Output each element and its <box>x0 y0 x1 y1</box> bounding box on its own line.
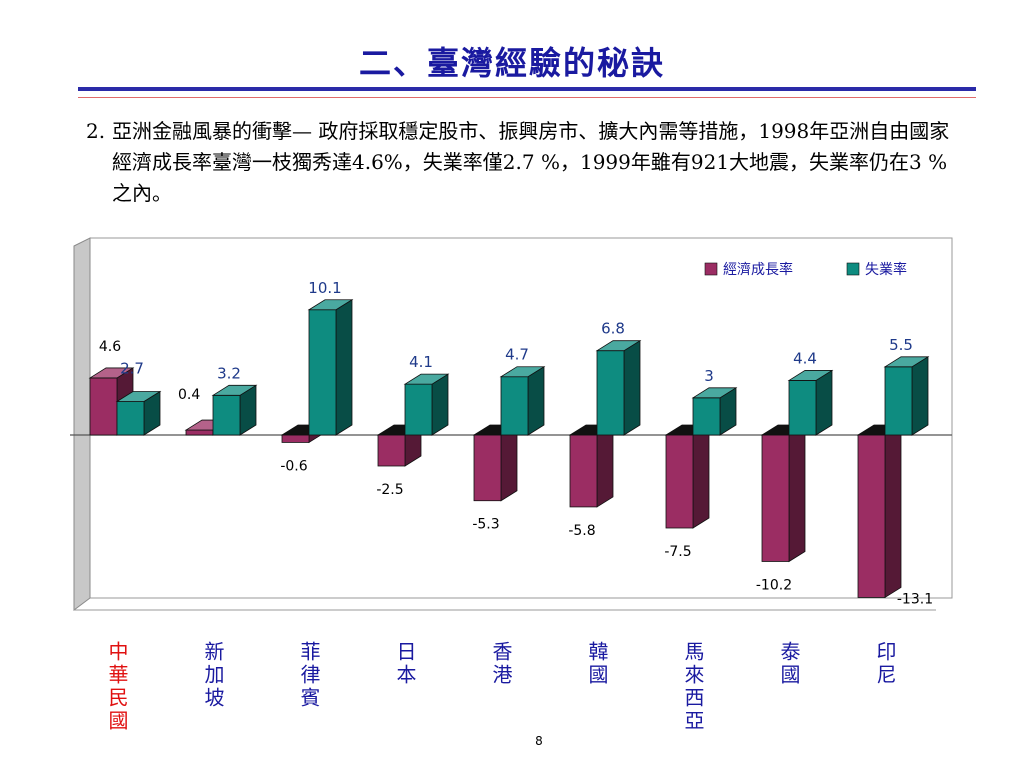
bar-unemployment-4 <box>499 365 546 436</box>
data-label-unemployment-6: 3 <box>704 367 714 385</box>
bar-growth-3-front <box>377 434 406 467</box>
title-rule-thick <box>78 87 976 91</box>
category-label-7: 泰國 <box>777 641 801 687</box>
data-label-unemployment-2: 10.1 <box>308 279 341 297</box>
bar-unemployment-6-front <box>692 397 721 436</box>
bar-unemployment-7-top <box>787 370 834 381</box>
bar-unemployment-3-side <box>431 373 449 436</box>
bar-unemployment-8-side <box>911 356 929 436</box>
bar-unemployment-7-front <box>788 380 817 436</box>
category-label-5: 韓國 <box>585 641 609 687</box>
bar-unemployment-8-front <box>884 366 913 436</box>
bar-growth-7-front <box>761 434 790 562</box>
data-label-unemployment-8: 5.5 <box>889 336 913 354</box>
bar-unemployment-8 <box>883 356 930 436</box>
category-label-0: 中華民國 <box>105 641 129 733</box>
bar-unemployment-2 <box>307 299 354 436</box>
category-label-6: 馬來西亞 <box>681 641 705 733</box>
bar-unemployment-1 <box>211 384 258 436</box>
data-label-unemployment-0: 2.7 <box>120 360 144 378</box>
bar-growth-1-front <box>185 429 214 436</box>
bar-unemployment-8-top <box>883 356 930 368</box>
category-label-3: 日本 <box>393 641 417 687</box>
data-label-growth-2: -0.6 <box>280 458 307 474</box>
bar-unemployment-6 <box>691 387 738 436</box>
legend-label-growth: 經濟成長率 <box>723 261 793 278</box>
bullet-block: 2. 亞洲金融風暴的衝擊— 政府採取穩定股市、振興房市、擴大內需等措施，1998… <box>86 116 966 209</box>
bar-unemployment-2-front <box>308 309 337 436</box>
data-label-growth-3: -2.5 <box>376 482 403 498</box>
bar-unemployment-5 <box>595 339 642 436</box>
bar-growth-6-front <box>665 434 694 529</box>
bar-growth-7 <box>760 424 807 563</box>
bar-growth-8-side <box>884 424 902 599</box>
bar-growth-6-side <box>692 424 710 529</box>
bar-unemployment-5-side <box>623 339 641 436</box>
legend-swatch-growth <box>704 262 718 276</box>
bar-unemployment-5-front <box>596 350 625 436</box>
bar-unemployment-2-top <box>307 299 354 311</box>
category-label-4: 香港 <box>489 641 513 687</box>
bar-unemployment-7 <box>787 369 834 436</box>
bar-growth-7-side <box>788 424 806 563</box>
category-label-2: 菲律賓 <box>297 641 321 710</box>
bar-unemployment-3 <box>403 373 450 436</box>
data-label-unemployment-1: 3.2 <box>217 364 241 382</box>
category-label-8: 印尼 <box>873 641 897 687</box>
bullet-text: 亞洲金融風暴的衝擊— 政府採取穩定股市、振興房市、擴大內需等措施，1998年亞洲… <box>112 119 950 205</box>
data-label-growth-5: -5.8 <box>568 523 595 539</box>
bar-growth-4 <box>472 424 519 502</box>
bar-unemployment-0-top <box>115 391 162 402</box>
data-label-unemployment-7: 4.4 <box>793 349 817 367</box>
bar-unemployment-5-top <box>595 340 642 352</box>
bar-unemployment-2-side <box>335 299 353 436</box>
plot-side-wall <box>73 237 91 611</box>
legend-label-unemployment: 失業率 <box>865 261 907 278</box>
bar-growth-4-front <box>473 434 502 502</box>
bar-growth-5-front <box>569 434 598 508</box>
title-rule-thin <box>78 97 976 98</box>
legend-swatch-unemployment <box>846 262 860 276</box>
bar-unemployment-4-side <box>527 365 545 436</box>
bar-growth-0-top <box>88 367 135 379</box>
bar-unemployment-4-front <box>500 376 529 436</box>
bar-unemployment-0-front <box>116 401 145 436</box>
data-label-growth-6: -7.5 <box>664 544 691 560</box>
slide-title: 二、臺灣經驗的秘訣 <box>358 44 665 82</box>
bar-growth-8-front <box>857 434 886 598</box>
bar-growth-2-front <box>281 434 310 443</box>
bar-growth-5-side <box>596 424 614 508</box>
bar-unemployment-1-front <box>212 394 241 436</box>
data-label-unemployment-3: 4.1 <box>409 353 433 371</box>
data-label-growth-4: -5.3 <box>472 517 499 533</box>
data-label-growth-8: -13.1 <box>897 591 933 607</box>
bar-unemployment-3-front <box>404 383 433 436</box>
bar-unemployment-4-top <box>499 366 546 378</box>
bar-unemployment-1-top <box>211 384 258 396</box>
data-label-growth-0: 4.6 <box>99 339 121 355</box>
data-label-growth-1: 0.4 <box>178 387 200 403</box>
bar-unemployment-6-top <box>691 387 738 399</box>
data-label-growth-7: -10.2 <box>756 577 792 593</box>
bar-growth-0-front <box>89 377 118 436</box>
data-label-unemployment-4: 4.7 <box>505 346 529 364</box>
bar-growth-4-side <box>500 424 518 502</box>
bullet-number: 2. <box>86 119 106 143</box>
bar-growth-6 <box>664 424 711 529</box>
category-label-1: 新加坡 <box>201 641 225 710</box>
bar-unemployment-3-top <box>403 373 450 385</box>
page-number: 8 <box>535 734 543 748</box>
bar-growth-8 <box>856 424 903 599</box>
bar-unemployment-0 <box>115 390 162 436</box>
data-label-unemployment-5: 6.8 <box>601 320 625 338</box>
bar-growth-5 <box>568 424 615 508</box>
bar-unemployment-7-side <box>815 369 833 436</box>
